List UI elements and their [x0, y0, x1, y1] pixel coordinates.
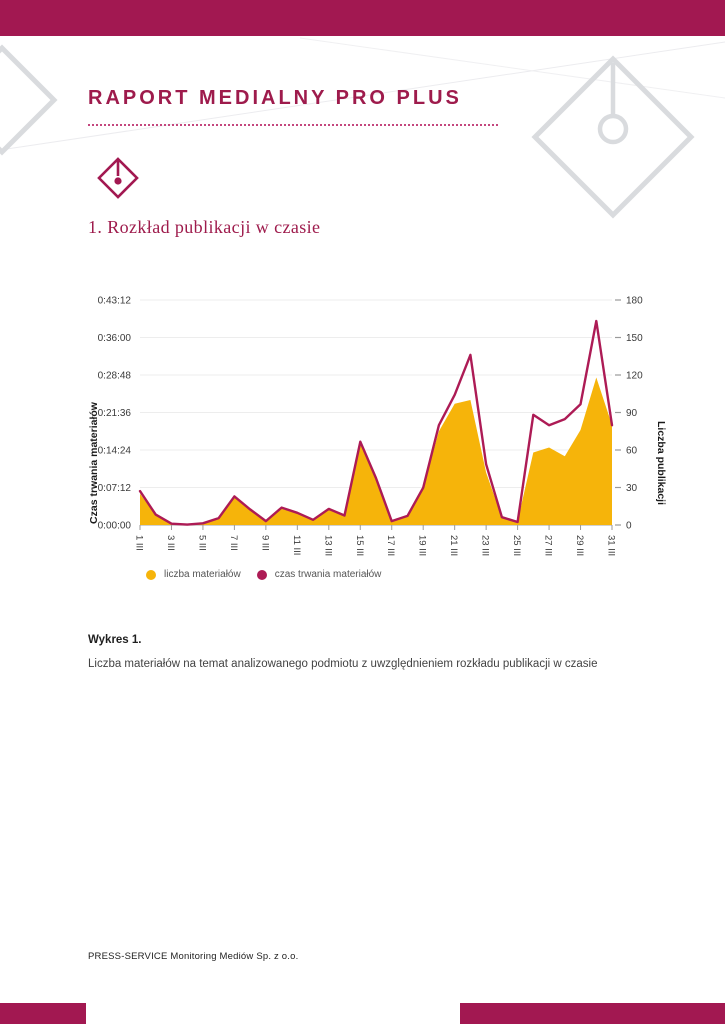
svg-text:17 III: 17 III	[385, 535, 396, 556]
svg-text:23 III: 23 III	[480, 535, 491, 556]
decor-diamond-right	[531, 55, 695, 219]
section-heading: 1. Rozkład publikacji w czasie	[88, 217, 321, 237]
svg-text:27 III: 27 III	[543, 535, 554, 556]
svg-text:0:07:12: 0:07:12	[98, 483, 132, 494]
legend-label-duration: czas trwania materiałów	[274, 569, 382, 580]
svg-text:180: 180	[626, 296, 643, 307]
page-title: RAPORT MEDIALNY PRO PLUS	[88, 87, 462, 109]
title-dotted-rule	[88, 124, 498, 126]
svg-text:5 III: 5 III	[196, 535, 207, 551]
svg-text:13 III: 13 III	[322, 535, 333, 556]
legend-label-materials: liczba materiałów	[164, 569, 241, 580]
svg-text:9 III: 9 III	[259, 535, 270, 551]
figure-label: Wykres 1.	[88, 634, 142, 646]
legend-dot-yellow-icon	[146, 569, 156, 580]
background-decoration	[0, 37, 725, 219]
bottom-bar-right	[460, 1003, 725, 1024]
svg-text:150: 150	[626, 333, 643, 344]
svg-text:0:14:24: 0:14:24	[98, 446, 132, 457]
svg-text:0:28:48: 0:28:48	[98, 371, 132, 382]
legend-item-materials: liczba materiałów	[146, 569, 241, 580]
svg-text:120: 120	[626, 371, 643, 382]
decor-diamond-left	[0, 44, 58, 156]
chart-svg: 0 0:00:00 30 0:07:12 60 0:14:24 90 0:21:36 120 0:…	[88, 296, 667, 557]
svg-text:60: 60	[626, 446, 638, 457]
svg-text:0:36:00: 0:36:00	[98, 333, 132, 344]
svg-text:0:43:12: 0:43:12	[98, 296, 132, 307]
svg-text:29 III: 29 III	[574, 535, 585, 556]
svg-text:Czas trwania materiałów: Czas trwania materiałów	[88, 401, 100, 524]
top-bar	[0, 0, 725, 36]
svg-text:15 III: 15 III	[354, 535, 365, 556]
bottom-bar-left	[0, 1003, 86, 1024]
svg-text:90: 90	[626, 408, 638, 419]
svg-text:31 III: 31 III	[606, 535, 617, 556]
legend-dot-crimson-icon	[256, 569, 267, 580]
publications-chart: 0 0:00:00 30 0:07:12 60 0:14:24 90 0:21:36 120 0:…	[85, 288, 680, 578]
figure-caption: Liczba materiałów na temat analizowanego…	[88, 658, 598, 670]
legend-item-duration: czas trwania materiałów	[256, 569, 382, 580]
svg-text:0:21:36: 0:21:36	[98, 408, 132, 419]
svg-text:3 III: 3 III	[165, 535, 176, 551]
footer-company-name: PRESS-SERVICE Monitoring Mediów Sp. z o.…	[88, 951, 299, 962]
svg-text:30: 30	[626, 483, 638, 494]
svg-text:7 III: 7 III	[228, 535, 239, 551]
svg-text:11 III: 11 III	[291, 535, 302, 555]
svg-text:19 III: 19 III	[417, 535, 428, 556]
svg-text:Liczba publikacji: Liczba publikacji	[655, 421, 667, 505]
svg-text:1 III: 1 III	[134, 535, 145, 551]
pen-diamond-icon	[97, 157, 139, 199]
svg-text:25 III: 25 III	[511, 535, 522, 556]
svg-text:21 III: 21 III	[448, 535, 459, 556]
chart-legend: liczba materiałów czas trwania materiałó…	[146, 569, 381, 580]
svg-text:0: 0	[626, 521, 632, 532]
svg-text:0:00:00: 0:00:00	[98, 521, 132, 532]
